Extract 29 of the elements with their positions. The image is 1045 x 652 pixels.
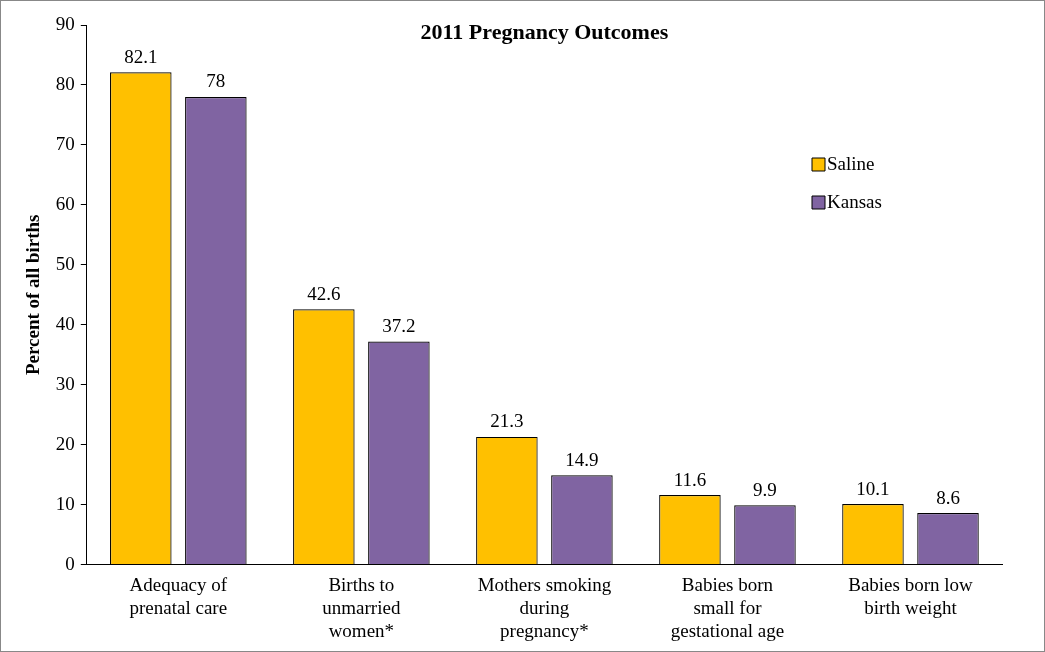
x-tick-label: Babies born low birth weight	[848, 573, 974, 618]
y-tick-label: 0	[65, 552, 75, 574]
y-tick-label: 40	[55, 312, 75, 334]
data-label: 21.3	[490, 410, 524, 432]
x-tick-label: Births to unmarried women*	[322, 573, 401, 641]
data-label: 42.6	[307, 282, 341, 304]
y-tick-label: 90	[55, 12, 75, 34]
x-tick-label: Mothers smoking during pregnancy*	[477, 573, 612, 641]
y-tick-label: 20	[55, 432, 75, 454]
x-tick-label: Adequacy of prenatal care	[129, 573, 228, 618]
legend-label: Saline	[827, 152, 875, 174]
data-label: 78	[206, 70, 226, 92]
data-label: 8.6	[936, 486, 960, 508]
data-label: 11.6	[673, 468, 707, 490]
y-axis-title: Percent of all births	[22, 214, 44, 376]
data-label: 9.9	[753, 478, 777, 500]
legend-label: Kansas	[827, 190, 882, 212]
data-label: 10.1	[856, 477, 890, 499]
y-tick-label: 10	[55, 492, 75, 514]
data-label: 14.9	[565, 448, 599, 470]
data-label: 82.1	[124, 45, 158, 67]
y-tick-label: 50	[55, 252, 75, 274]
y-tick-label: 60	[55, 192, 75, 214]
x-tick-label: Babies born small for gestational age	[670, 573, 785, 641]
y-tick-label: 80	[55, 72, 75, 94]
y-tick-label: 30	[55, 372, 75, 394]
data-label: 37.2	[382, 315, 416, 337]
chart-title: 2011 Pregnancy Outcomes	[420, 19, 669, 44]
y-tick-label: 70	[55, 132, 75, 154]
